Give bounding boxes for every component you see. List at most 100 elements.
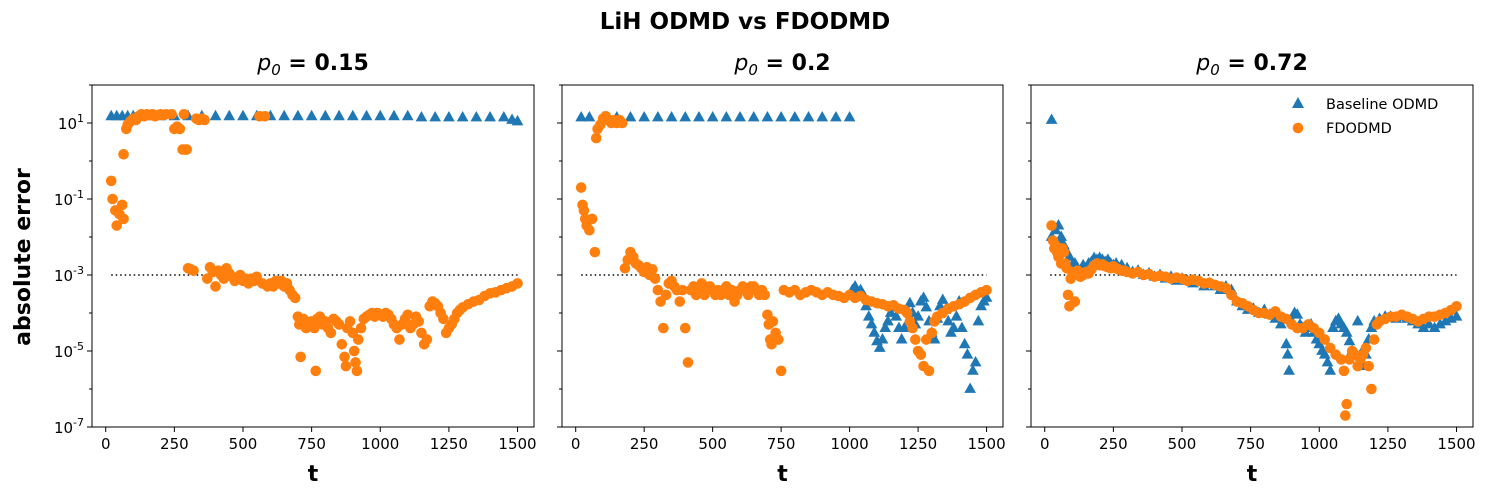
baseline-point bbox=[761, 110, 774, 122]
fdodmd-point bbox=[586, 213, 598, 225]
panel-title: p0 = 0.15 bbox=[256, 51, 369, 79]
baseline-point bbox=[1280, 337, 1293, 349]
baseline-point bbox=[209, 109, 222, 121]
baseline-point bbox=[470, 110, 483, 122]
fdodmd-point bbox=[759, 289, 770, 301]
fdodmd-point bbox=[118, 149, 129, 160]
baseline-point bbox=[497, 110, 510, 122]
fdodmd-point bbox=[907, 322, 918, 334]
x-axis-label: t bbox=[308, 462, 319, 487]
baseline-series bbox=[1045, 113, 1463, 375]
y-tick-base: 10 bbox=[58, 115, 77, 133]
fdodmd-point bbox=[259, 111, 271, 122]
x-tick-label: 0 bbox=[1040, 435, 1050, 453]
baseline-point bbox=[879, 321, 892, 333]
fdodmd-point bbox=[619, 263, 631, 274]
fdodmd-point bbox=[1335, 354, 1347, 365]
baseline-point bbox=[720, 110, 733, 122]
baseline-point bbox=[346, 109, 359, 121]
fdodmd-point bbox=[1366, 383, 1377, 395]
fdodmd-point bbox=[915, 349, 927, 360]
fdodmd-point bbox=[652, 284, 664, 296]
title-value: = 0.2 bbox=[758, 51, 831, 76]
baseline-point bbox=[1045, 113, 1058, 124]
fdodmd-point bbox=[402, 309, 414, 321]
baseline-point bbox=[882, 314, 894, 326]
baseline-point bbox=[693, 110, 705, 122]
title-value: = 0.15 bbox=[281, 51, 369, 76]
y-tick-base: 10 bbox=[54, 343, 73, 361]
baseline-point bbox=[950, 310, 963, 321]
baseline-point bbox=[583, 110, 596, 122]
baseline-point bbox=[1274, 317, 1287, 329]
baseline-point bbox=[443, 110, 455, 122]
fdodmd-point bbox=[590, 132, 602, 144]
fdodmd-point bbox=[1340, 410, 1351, 421]
fdodmd-point bbox=[677, 284, 688, 296]
x-tick-label: 750 bbox=[297, 435, 326, 453]
fdodmd-point bbox=[178, 108, 190, 120]
fdodmd-point bbox=[773, 334, 784, 345]
baseline-point bbox=[942, 314, 955, 326]
baseline-point bbox=[868, 326, 881, 337]
y-tick-exponent: -3 bbox=[73, 264, 84, 277]
legend: Baseline ODMD FDODMD bbox=[1292, 97, 1438, 137]
panel-1: p0 = 0.150 250 500 750 1000 1250 1500t10110-11… bbox=[54, 51, 537, 487]
y-tick-exponent: -1 bbox=[73, 188, 84, 201]
fdodmd-point bbox=[351, 365, 363, 377]
x-axis-label: t bbox=[777, 462, 788, 487]
fdodmd-point bbox=[901, 307, 913, 319]
x-tick-label: 250 bbox=[630, 435, 659, 453]
fdodmd-point bbox=[289, 292, 301, 304]
baseline-point bbox=[884, 306, 897, 317]
baseline-point bbox=[511, 114, 524, 126]
panel-3: p0 = 0.720 250 500 750 1000 1250 1500tBaseline… bbox=[1026, 51, 1476, 487]
title-symbol: p bbox=[733, 51, 748, 76]
baseline-point bbox=[969, 355, 982, 367]
fdodmd-point bbox=[674, 296, 686, 307]
axes-frame bbox=[1030, 84, 1474, 428]
y-tick-label: 10-1 bbox=[54, 188, 84, 209]
baseline-point bbox=[980, 291, 993, 302]
baseline-point bbox=[912, 310, 924, 321]
x-tick-label: 1000 bbox=[831, 435, 869, 453]
title-subscript: 0 bbox=[271, 61, 281, 79]
title-value: = 0.72 bbox=[1220, 51, 1308, 76]
title-symbol: p bbox=[1195, 51, 1210, 76]
baseline-point bbox=[278, 109, 291, 121]
legend-fdodmd-marker bbox=[1292, 122, 1304, 134]
fdodmd-point bbox=[589, 246, 601, 258]
x-tick-label: 1000 bbox=[361, 435, 399, 453]
fdodmd-point bbox=[1451, 301, 1462, 312]
fdodmd-series bbox=[1046, 220, 1462, 421]
x-tick-label: 500 bbox=[698, 435, 727, 453]
fdodmd-point bbox=[1363, 360, 1374, 372]
fdodmd-point bbox=[910, 334, 921, 345]
y-tick-exponent: -7 bbox=[73, 416, 84, 429]
baseline-point bbox=[1351, 314, 1364, 326]
baseline-point bbox=[1417, 321, 1430, 333]
fdodmd-point bbox=[105, 175, 117, 187]
baseline-point bbox=[575, 110, 588, 122]
x-tick-label: 250 bbox=[160, 435, 189, 453]
fdodmd-point bbox=[647, 264, 658, 275]
fdodmd-point bbox=[118, 213, 129, 225]
baseline-point bbox=[1343, 334, 1356, 346]
fdodmd-point bbox=[348, 345, 360, 357]
fdodmd-point bbox=[310, 365, 322, 377]
baseline-point bbox=[1055, 230, 1068, 241]
fdodmd-point bbox=[111, 220, 123, 231]
fdodmd-point bbox=[616, 117, 628, 129]
baseline-point bbox=[958, 337, 971, 349]
fdodmd-point bbox=[742, 289, 754, 301]
fdodmd-point bbox=[1046, 220, 1057, 231]
title-subscript: 0 bbox=[1210, 61, 1220, 79]
baseline-point bbox=[292, 109, 304, 121]
x-tick-label: 1500 bbox=[1437, 435, 1475, 453]
axes-frame bbox=[91, 84, 535, 428]
baseline-point bbox=[1340, 326, 1353, 337]
y-tick-exponent: 1 bbox=[77, 112, 84, 125]
baseline-point bbox=[843, 110, 856, 122]
baseline-point bbox=[624, 110, 637, 122]
